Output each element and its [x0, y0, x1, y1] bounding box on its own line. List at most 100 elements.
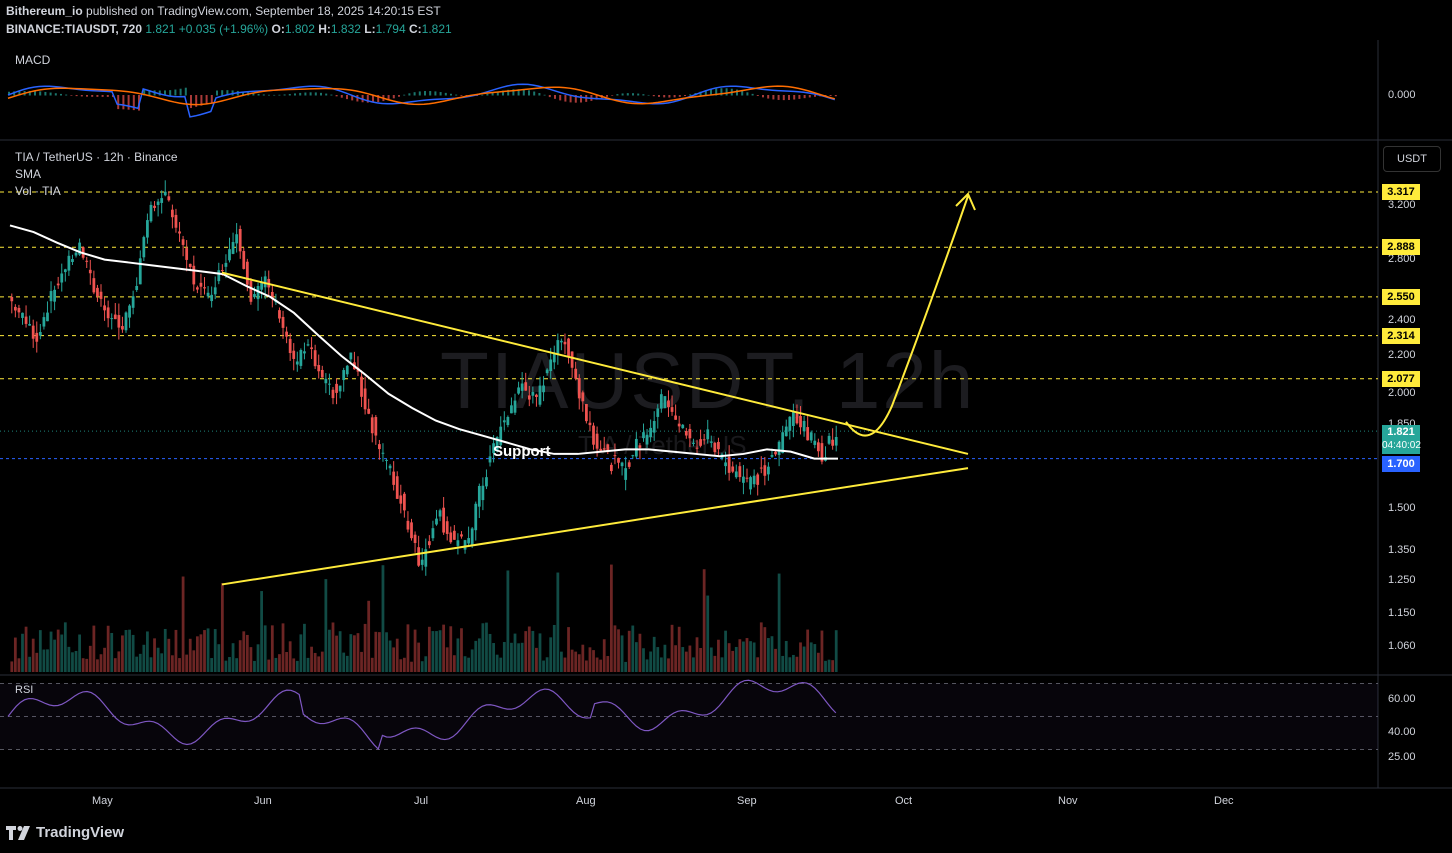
sma-label[interactable]: SMA — [15, 167, 42, 181]
candle-body — [278, 310, 281, 319]
volume-bar — [799, 642, 802, 672]
candle-body — [374, 417, 378, 436]
symbol-label[interactable]: BINANCE:TIAUSDT, 720 — [6, 22, 143, 36]
time-tick: Nov — [1058, 795, 1078, 807]
volume-bar — [113, 658, 117, 672]
price-tick: 1.150 — [1388, 607, 1416, 620]
candle-body — [299, 350, 303, 366]
main-pane-title[interactable]: TIA / TetherUS · 12h · Binance — [15, 150, 178, 164]
volume-bar — [524, 631, 528, 672]
macd-histogram-bar — [132, 95, 135, 111]
tradingview-logo[interactable]: TradingView — [6, 824, 124, 841]
volume-bar — [420, 661, 424, 672]
rsi-label[interactable]: RSI — [15, 684, 34, 696]
candle-body — [427, 541, 431, 546]
candle-body — [702, 439, 706, 441]
volume-bar — [278, 654, 281, 672]
candle-body — [802, 420, 806, 432]
candle-body — [188, 263, 192, 267]
candle-body — [795, 412, 799, 424]
volume-bar — [477, 638, 481, 672]
volume-bar — [363, 623, 367, 672]
macd-histogram-bar — [205, 95, 208, 105]
candle-body — [827, 435, 831, 444]
target-level-tag: 2.550 — [1382, 288, 1420, 305]
macd-label[interactable]: MACD — [15, 53, 51, 67]
candle-body — [245, 261, 249, 285]
candle-body — [688, 428, 692, 439]
macd-histogram-bar — [517, 89, 520, 96]
macd-histogram-bar — [564, 95, 567, 102]
volume-label[interactable]: Vol · TIA — [15, 184, 61, 198]
candle-body — [663, 396, 667, 409]
candle-body — [545, 369, 549, 374]
candle-body — [13, 306, 17, 311]
candle-body — [113, 314, 117, 320]
candle-body — [288, 338, 292, 354]
volume-bar — [738, 639, 742, 672]
candle-body — [142, 237, 146, 258]
macd-histogram-bar — [632, 93, 634, 96]
volume-bar — [274, 657, 278, 672]
volume-bar — [706, 595, 710, 672]
candle-body — [717, 441, 720, 450]
macd-line — [7, 83, 836, 118]
volume-bar — [717, 639, 720, 672]
currency-button[interactable]: USDT — [1383, 146, 1441, 172]
volume-bar — [617, 629, 620, 672]
candle-body — [270, 291, 274, 299]
volume-bar — [667, 658, 670, 672]
macd-histogram-bar — [434, 91, 437, 96]
candle-body — [342, 370, 346, 381]
candle-body — [160, 198, 164, 203]
candle-body — [552, 353, 556, 363]
volume-bar — [317, 656, 321, 672]
macd-histogram-bar — [242, 91, 244, 96]
volume-bar — [720, 657, 724, 672]
volume-bar — [253, 660, 256, 672]
macd-histogram-bar — [574, 95, 577, 103]
time-tick: Sep — [737, 795, 757, 807]
candle-body — [163, 191, 167, 196]
volume-bar — [634, 642, 638, 672]
candle-body — [220, 270, 224, 272]
signal-line — [7, 85, 835, 106]
volume-bar — [581, 644, 585, 672]
time-tick: May — [92, 795, 113, 807]
volume-bar — [727, 643, 731, 672]
candle-body — [792, 410, 795, 426]
macd-histogram-bar — [637, 93, 640, 96]
volume-bar — [256, 644, 260, 672]
macd-histogram-bar — [491, 92, 494, 96]
candle-body — [60, 273, 64, 283]
candle-body — [231, 242, 235, 254]
volume-bar — [520, 642, 524, 672]
volume-bar — [474, 640, 478, 672]
drawings — [9, 192, 976, 586]
candle-body — [96, 287, 99, 297]
candle-body — [460, 534, 463, 537]
macd-histogram-bar — [60, 93, 62, 96]
time-tick: Dec — [1214, 795, 1234, 807]
macd-histogram-bar — [49, 92, 52, 96]
candle-body — [438, 510, 442, 517]
volume-bar — [53, 639, 56, 672]
macd-histogram-bar — [34, 91, 36, 96]
volume-bar — [606, 656, 610, 672]
volume-bar — [149, 657, 153, 672]
macd-histogram-bar — [299, 92, 302, 96]
macd-histogram-bar — [486, 93, 489, 96]
candle-body — [724, 462, 727, 467]
candle-body — [734, 471, 738, 478]
macd-histogram-bar — [330, 94, 333, 96]
publisher-name[interactable]: Bithereum_io — [6, 4, 83, 18]
volume-bar — [410, 661, 413, 672]
candle-body — [88, 269, 92, 274]
candle-body — [831, 439, 835, 446]
macd-histogram-bar — [122, 95, 125, 110]
volume-bar — [85, 658, 89, 672]
volume-bar — [777, 573, 781, 672]
volume-bar — [235, 658, 239, 672]
candle-body — [235, 234, 239, 244]
